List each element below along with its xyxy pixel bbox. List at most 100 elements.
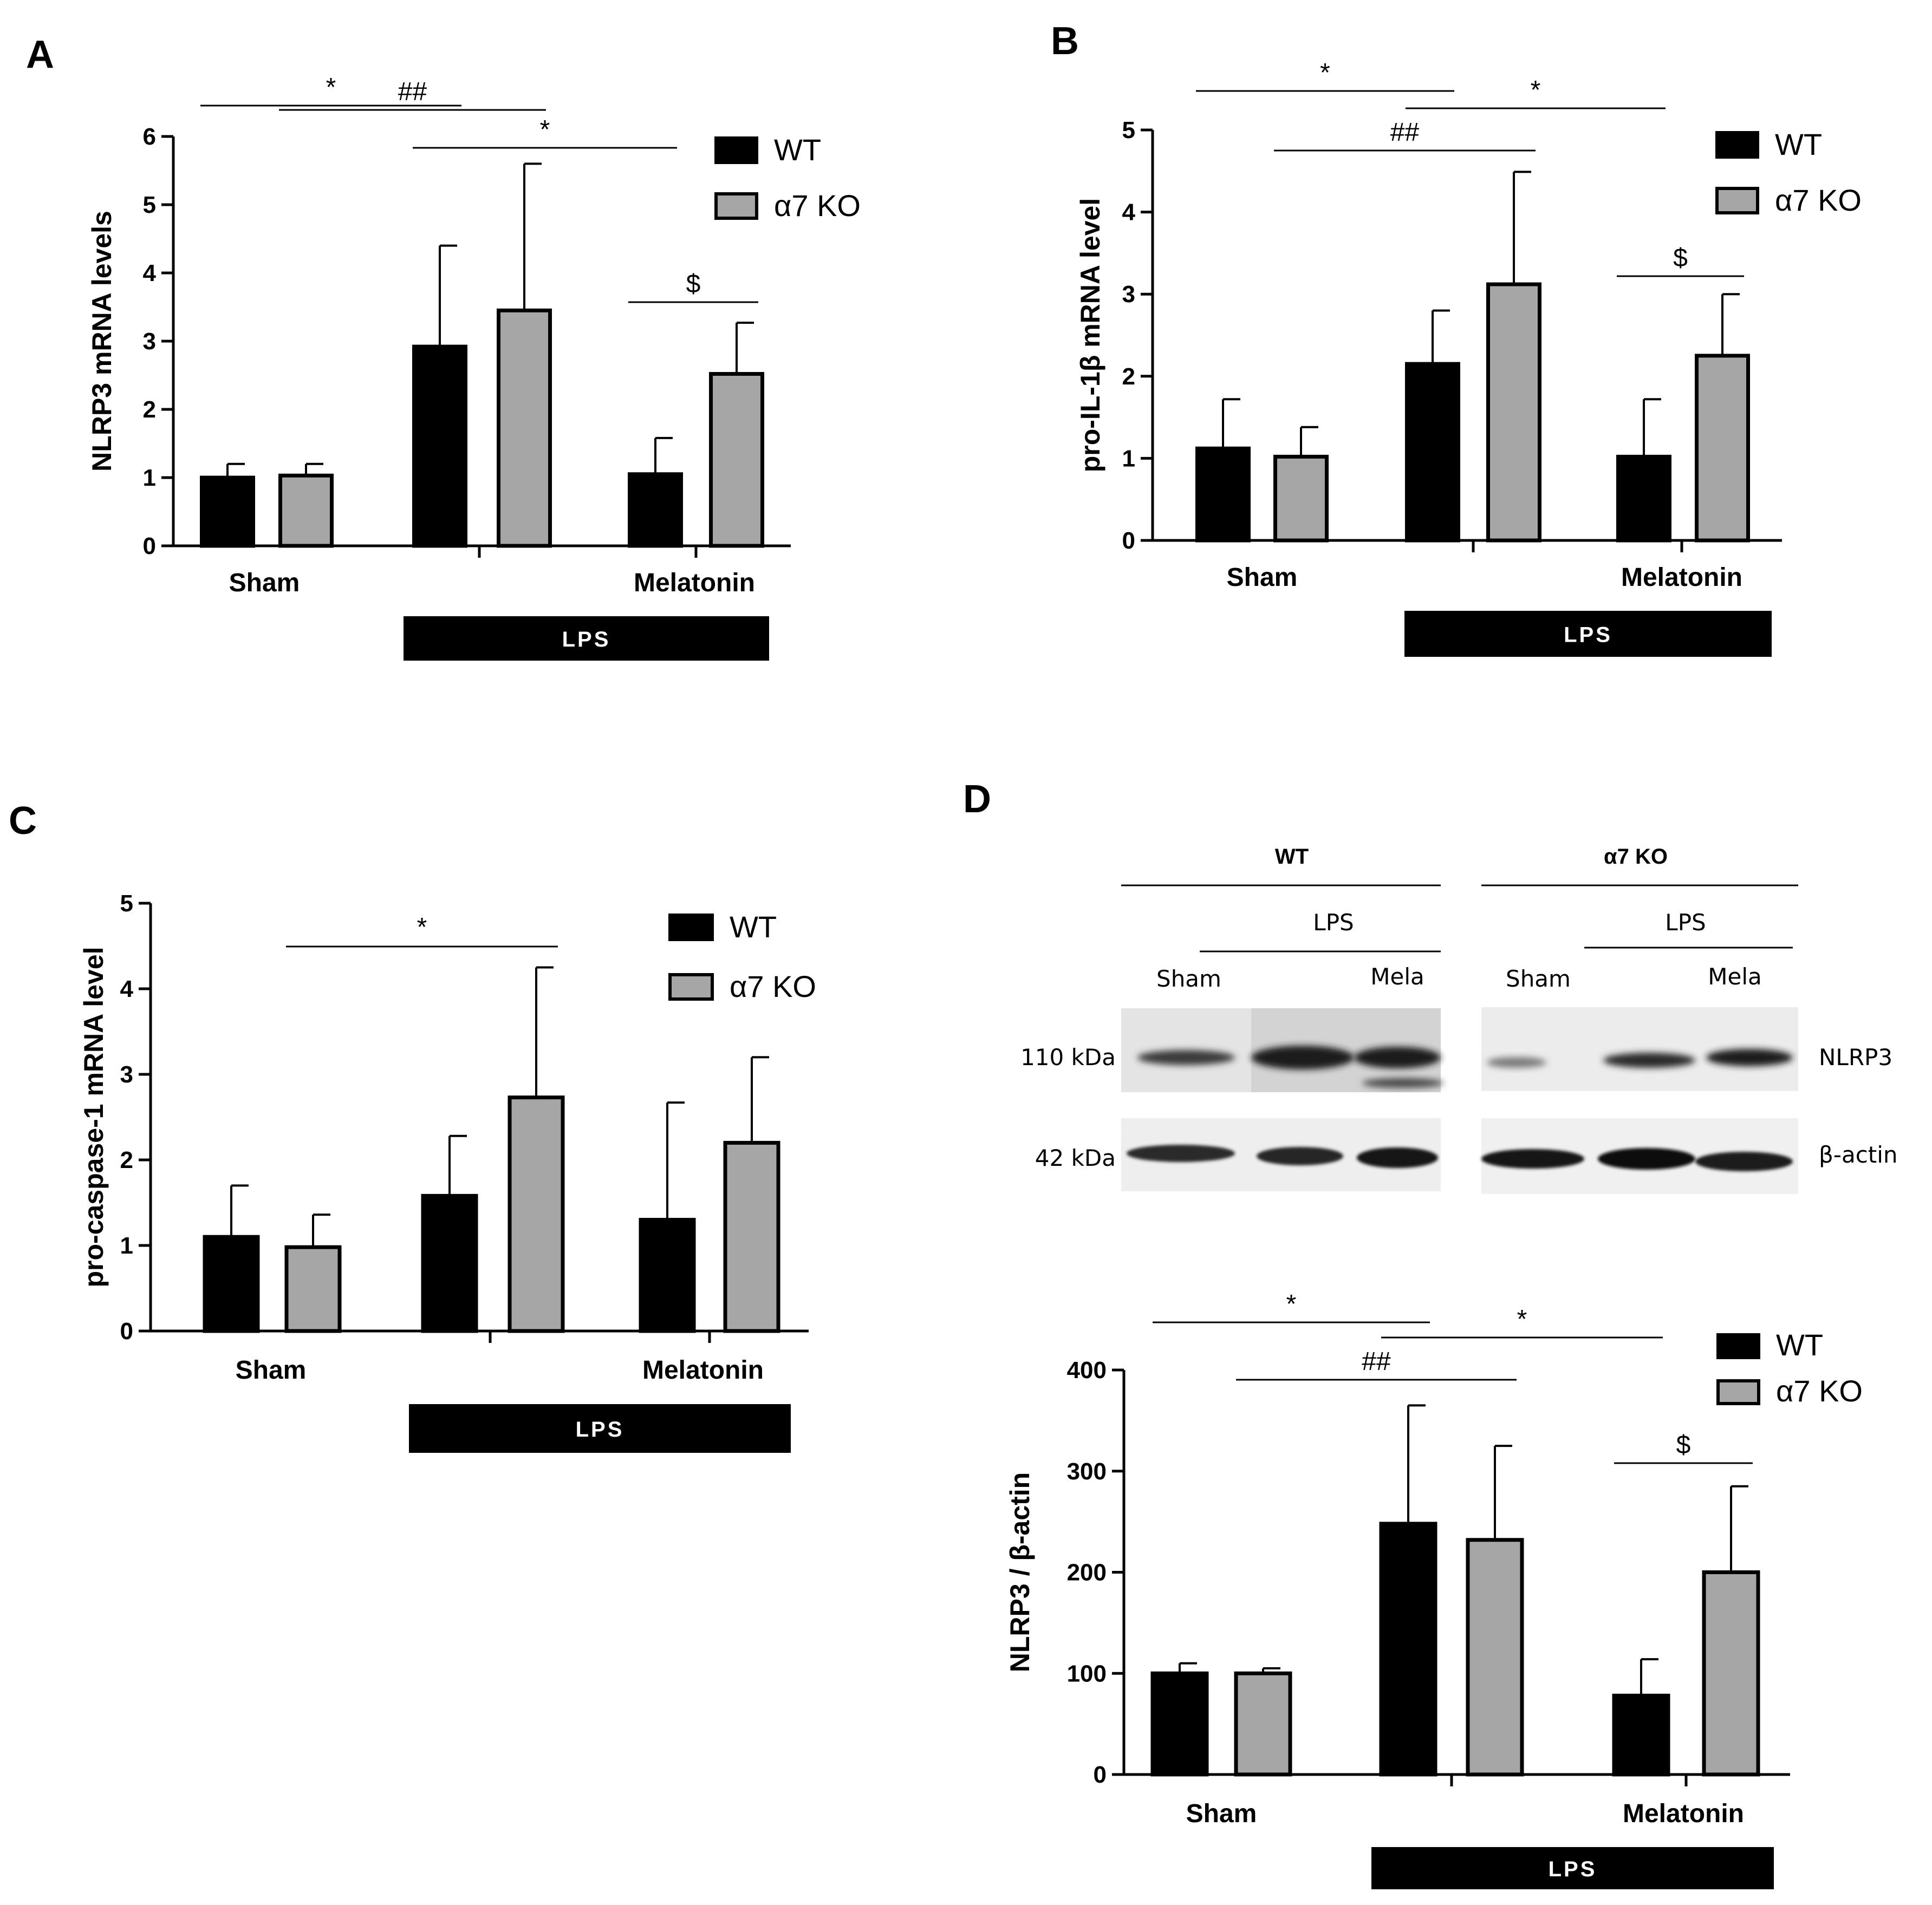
y-tick-label: 3 <box>143 328 156 355</box>
significance-label: ## <box>398 77 427 106</box>
blot-lps-ko: LPS <box>1665 909 1706 936</box>
y-tick-label: 4 <box>1122 199 1136 226</box>
bar-ko <box>1234 1671 1292 1777</box>
significance-label: $ <box>1673 244 1688 272</box>
y-tick-label: 4 <box>120 976 134 1002</box>
legend-swatch-ko <box>668 973 714 1001</box>
chart-panel-b: 0 1 2 3 4 5 pro-IL-1β mRNA level Sham Melatonin L… <box>1075 58 1862 657</box>
blot-kda-42: 42 kDa <box>1035 1145 1116 1171</box>
blot-actin-label: β-actin <box>1819 1141 1898 1168</box>
bar-ko <box>1702 1570 1760 1777</box>
bar-ko <box>278 473 334 548</box>
blot-sham-ko: Sham <box>1506 965 1571 992</box>
legend: WT α7 KO <box>1715 127 1862 217</box>
bar-wt <box>200 475 255 548</box>
y-tick-label: 0 <box>1094 1762 1107 1788</box>
legend-label-ko: α7 KO <box>1776 1374 1863 1408</box>
panel-letter-b: B <box>1051 19 1079 63</box>
panel-letter-c: C <box>9 799 37 843</box>
legend-label-ko: α7 KO <box>774 188 861 223</box>
blot-band-nlrp3-ko-sham <box>1487 1057 1546 1068</box>
bar-ko <box>1273 454 1329 543</box>
blot-mela-ko: Mela <box>1708 963 1761 990</box>
y-tick-label: 5 <box>1122 117 1135 143</box>
bar-ko <box>709 371 764 548</box>
legend-swatch-wt <box>1716 1333 1760 1359</box>
significance-label: * <box>540 115 550 144</box>
legend-swatch-ko <box>1716 1379 1760 1405</box>
bar-wt <box>203 1235 260 1333</box>
y-tick-label: 5 <box>143 192 156 218</box>
lps-bar <box>404 616 769 661</box>
blot-sham-wt: Sham <box>1156 965 1221 992</box>
y-tick-label: 2 <box>143 396 156 423</box>
x-tick-label-sham: Sham <box>1186 1799 1257 1828</box>
bar-wt <box>628 472 683 548</box>
x-tick-label-melatonin: Melatonin <box>642 1356 764 1385</box>
significance-label: * <box>1531 76 1541 105</box>
panel-letter-a: A <box>26 33 54 76</box>
x-tick-label-melatonin: Melatonin <box>1623 1799 1744 1828</box>
lps-bar <box>1404 611 1772 657</box>
lps-label: LPS <box>576 1418 625 1441</box>
x-tick-label-melatonin: Melatonin <box>1621 563 1742 592</box>
blot-band-nlrp3-ko-mela <box>1706 1049 1793 1066</box>
western-blot: WT α7 KO LPS LPS Sham Mela Sham Mela 110… <box>1020 845 1898 1194</box>
blot-band-actin-ko-sham <box>1481 1149 1584 1169</box>
bar-wt <box>1195 446 1251 543</box>
y-tick-label: 0 <box>120 1318 133 1345</box>
blot-band-actin-wt-sham <box>1127 1145 1235 1162</box>
chart-layer: 0 1 2 3 4 5 6 NLRP3 mRNA levels Sham Melatonin LPS… <box>79 58 1863 1889</box>
blot-band-nlrp3-wt-mela <box>1354 1047 1441 1068</box>
legend-label-wt: WT <box>774 133 821 167</box>
y-tick-label: 5 <box>120 890 133 917</box>
lps-bar <box>409 1404 791 1453</box>
x-tick-label-sham: Sham <box>229 569 300 597</box>
blot-band-actin-ko-lps <box>1598 1148 1695 1170</box>
bar-ko <box>1486 282 1541 543</box>
blot-lps-wt: LPS <box>1313 909 1354 936</box>
y-tick-label: 200 <box>1067 1560 1107 1586</box>
blot-header-wt: WT <box>1275 845 1309 869</box>
y-tick-label: 0 <box>143 533 156 559</box>
bar-wt <box>1616 454 1671 543</box>
y-tick-label: 400 <box>1067 1357 1107 1384</box>
chart-panel-a: 0 1 2 3 4 5 6 NLRP3 mRNA levels Sham Melatonin LPS… <box>87 73 861 661</box>
bar-ko <box>723 1140 780 1333</box>
y-tick-label: 1 <box>143 465 156 491</box>
bar-wt <box>1379 1522 1437 1777</box>
y-tick-label: 2 <box>120 1147 133 1173</box>
y-axis-title: NLRP3 mRNA levels <box>87 211 117 472</box>
blot-band-actin-wt-lps <box>1257 1147 1343 1165</box>
x-tick-label-sham: Sham <box>1227 563 1298 592</box>
legend-swatch-ko <box>714 192 758 220</box>
legend-swatch-wt <box>1715 131 1759 159</box>
significance-label: $ <box>1676 1431 1691 1459</box>
y-tick-label: 4 <box>143 260 157 286</box>
blot-band-nlrp3-wt-sham <box>1137 1050 1235 1065</box>
bar-wt <box>1150 1671 1209 1777</box>
y-tick-label: 2 <box>1122 363 1135 390</box>
legend-label-wt: WT <box>730 910 777 944</box>
lps-label: LPS <box>1564 623 1612 647</box>
lps-bar <box>1371 1847 1774 1889</box>
y-axis-title: NLRP3 / β-actin <box>1005 1472 1035 1672</box>
significance-label: $ <box>686 270 701 298</box>
y-tick-label: 3 <box>120 1061 133 1088</box>
legend: WT α7 KO <box>714 133 861 223</box>
bar-wt <box>1612 1693 1670 1777</box>
significance-label: * <box>326 73 336 102</box>
significance-label: * <box>1286 1290 1297 1319</box>
lps-label: LPS <box>1549 1857 1597 1881</box>
legend-label-wt: WT <box>1775 127 1822 161</box>
blot-band-nlrp3-ko-lps <box>1603 1053 1695 1068</box>
bar-wt <box>639 1218 696 1333</box>
bar-wt <box>1405 362 1460 543</box>
y-axis-title: pro-caspase-1 mRNA level <box>79 947 109 1288</box>
y-axis-title: pro-IL-1β mRNA level <box>1075 198 1105 473</box>
x-tick-label-sham: Sham <box>236 1356 307 1385</box>
significance-label: * <box>417 913 427 942</box>
bar-ko <box>508 1095 565 1333</box>
bar-ko <box>284 1245 342 1333</box>
